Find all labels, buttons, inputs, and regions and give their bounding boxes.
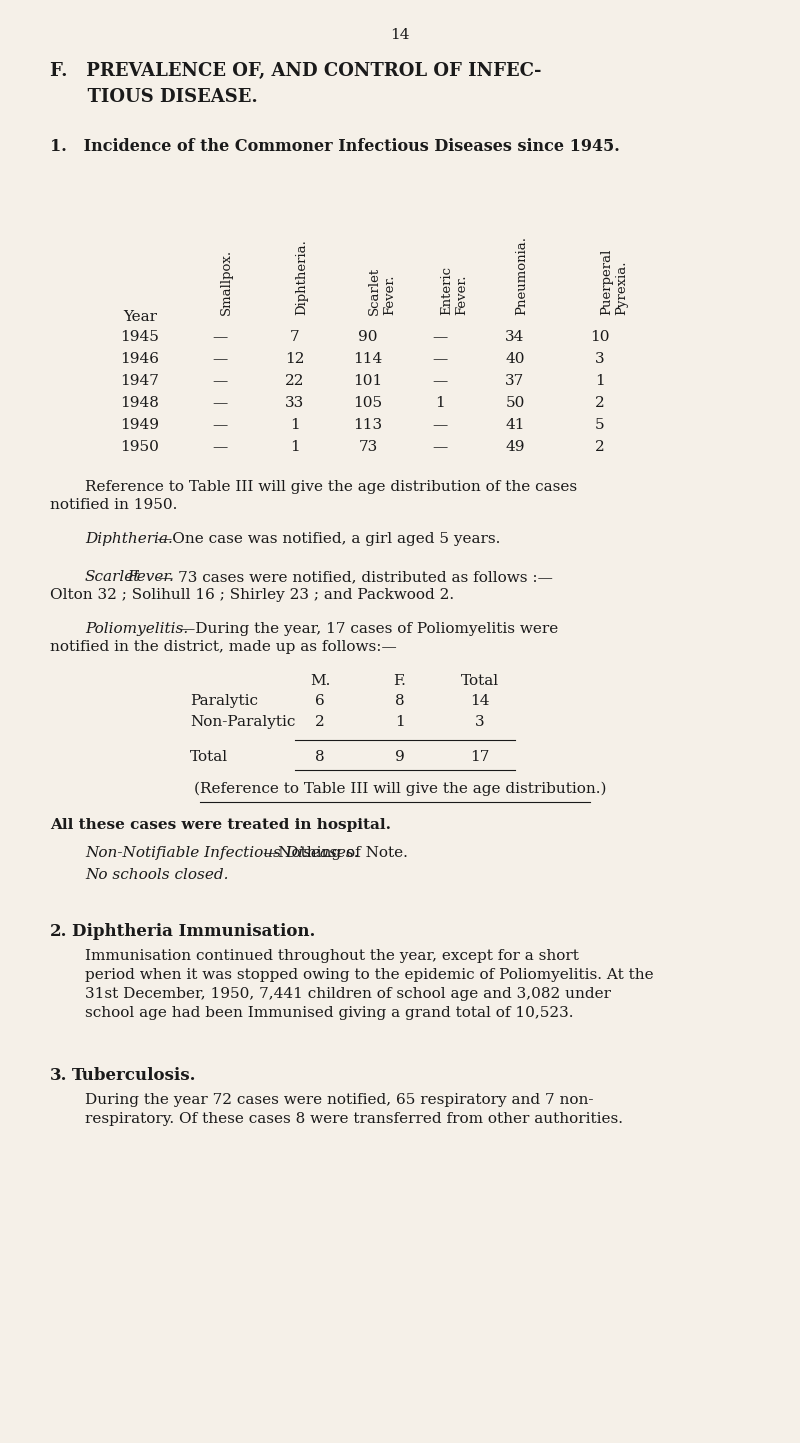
Text: period when it was stopped owing to the epidemic of Poliomyelitis. At the: period when it was stopped owing to the … — [85, 968, 654, 983]
Text: 22: 22 — [286, 374, 305, 388]
Text: Olton 32 ; Solihull 16 ; Shirley 23 ; and Packwood 2.: Olton 32 ; Solihull 16 ; Shirley 23 ; an… — [50, 587, 454, 602]
Text: 50: 50 — [506, 395, 525, 410]
Text: 10: 10 — [590, 330, 610, 343]
Text: Scarlet: Scarlet — [85, 570, 140, 584]
Text: —: — — [432, 418, 448, 431]
Text: 1: 1 — [290, 440, 300, 455]
Text: —: — — [212, 440, 228, 455]
Text: 3: 3 — [595, 352, 605, 367]
Text: 1950: 1950 — [121, 440, 159, 455]
Text: —: — — [212, 374, 228, 388]
Text: respiratory. Of these cases 8 were transferred from other authorities.: respiratory. Of these cases 8 were trans… — [85, 1113, 623, 1126]
Text: 41: 41 — [506, 418, 525, 431]
Text: 1947: 1947 — [121, 374, 159, 388]
Text: 1: 1 — [595, 374, 605, 388]
Text: All these cases were treated in hospital.: All these cases were treated in hospital… — [50, 818, 391, 833]
Text: 1946: 1946 — [121, 352, 159, 367]
Text: —: — — [212, 418, 228, 431]
Text: —: — — [212, 330, 228, 343]
Text: Total: Total — [190, 750, 228, 763]
Text: —: — — [212, 395, 228, 410]
Text: —: — — [432, 330, 448, 343]
Text: —Nothing of Note.: —Nothing of Note. — [263, 846, 408, 860]
Text: 37: 37 — [506, 374, 525, 388]
Text: notified in 1950.: notified in 1950. — [50, 498, 178, 512]
Text: — 73 cases were notified, distributed as follows :—: — 73 cases were notified, distributed as… — [158, 570, 553, 584]
Text: F.: F. — [394, 674, 406, 688]
Text: Diphtheria.: Diphtheria. — [295, 240, 308, 315]
Text: Poliomyelitis.: Poliomyelitis. — [85, 622, 188, 636]
Text: —During the year, 17 cases of Poliomyelitis were: —During the year, 17 cases of Poliomyeli… — [180, 622, 558, 636]
Text: Pneumonia.: Pneumonia. — [515, 237, 528, 315]
Text: Enteric
Fever.: Enteric Fever. — [440, 266, 468, 315]
Text: Smallpox.: Smallpox. — [220, 248, 233, 315]
Text: 1: 1 — [435, 395, 445, 410]
Text: Paralytic: Paralytic — [190, 694, 258, 709]
Text: Fever.: Fever. — [127, 570, 174, 584]
Text: 40: 40 — [506, 352, 525, 367]
Text: Year: Year — [123, 310, 157, 325]
Text: Scarlet
Fever.: Scarlet Fever. — [368, 267, 396, 315]
Text: 3: 3 — [475, 714, 485, 729]
Text: 113: 113 — [354, 418, 382, 431]
Text: TIOUS DISEASE.: TIOUS DISEASE. — [50, 88, 258, 105]
Text: 105: 105 — [354, 395, 382, 410]
Text: school age had been Immunised giving a grand total of 10,523.: school age had been Immunised giving a g… — [85, 1006, 574, 1020]
Text: 114: 114 — [354, 352, 382, 367]
Text: —: — — [432, 352, 448, 367]
Text: (Reference to Table III will give the age distribution.): (Reference to Table III will give the ag… — [194, 782, 606, 797]
Text: 1948: 1948 — [121, 395, 159, 410]
Text: 2.: 2. — [50, 924, 67, 939]
Text: 6: 6 — [315, 694, 325, 709]
Text: 5: 5 — [595, 418, 605, 431]
Text: Diphtheria Immunisation.: Diphtheria Immunisation. — [72, 924, 315, 939]
Text: 14: 14 — [470, 694, 490, 709]
Text: 34: 34 — [506, 330, 525, 343]
Text: —: — — [432, 440, 448, 455]
Text: Non-Notifiable Infectious Diseases.: Non-Notifiable Infectious Diseases. — [85, 846, 358, 860]
Text: F.   PREVALENCE OF, AND CONTROL OF INFEC-: F. PREVALENCE OF, AND CONTROL OF INFEC- — [50, 62, 542, 79]
Text: —: — — [212, 352, 228, 367]
Text: 8: 8 — [315, 750, 325, 763]
Text: 31st December, 1950, 7,441 children of school age and 3,082 under: 31st December, 1950, 7,441 children of s… — [85, 987, 611, 1001]
Text: 3.: 3. — [50, 1066, 67, 1084]
Text: Non-Paralytic: Non-Paralytic — [190, 714, 295, 729]
Text: During the year 72 cases were notified, 65 respiratory and 7 non-: During the year 72 cases were notified, … — [85, 1092, 594, 1107]
Text: Tuberculosis.: Tuberculosis. — [72, 1066, 197, 1084]
Text: 12: 12 — [286, 352, 305, 367]
Text: 9: 9 — [395, 750, 405, 763]
Text: —One case was notified, a girl aged 5 years.: —One case was notified, a girl aged 5 ye… — [157, 532, 500, 545]
Text: Puerperal
Pyrexia.: Puerperal Pyrexia. — [600, 248, 628, 315]
Text: 101: 101 — [354, 374, 382, 388]
Text: 90: 90 — [358, 330, 378, 343]
Text: 1: 1 — [290, 418, 300, 431]
Text: 2: 2 — [595, 440, 605, 455]
Text: Total: Total — [461, 674, 499, 688]
Text: 33: 33 — [286, 395, 305, 410]
Text: 73: 73 — [358, 440, 378, 455]
Text: No schools closed.: No schools closed. — [85, 869, 229, 882]
Text: 2: 2 — [595, 395, 605, 410]
Text: 14: 14 — [390, 27, 410, 42]
Text: 1949: 1949 — [121, 418, 159, 431]
Text: 2: 2 — [315, 714, 325, 729]
Text: notified in the district, made up as follows:—: notified in the district, made up as fol… — [50, 641, 397, 654]
Text: Immunisation continued throughout the year, except for a short: Immunisation continued throughout the ye… — [85, 949, 579, 962]
Text: M.: M. — [310, 674, 330, 688]
Text: 17: 17 — [470, 750, 490, 763]
Text: —: — — [432, 374, 448, 388]
Text: 8: 8 — [395, 694, 405, 709]
Text: 1945: 1945 — [121, 330, 159, 343]
Text: 1.   Incidence of the Commoner Infectious Diseases since 1945.: 1. Incidence of the Commoner Infectious … — [50, 139, 620, 154]
Text: 49: 49 — [506, 440, 525, 455]
Text: 7: 7 — [290, 330, 300, 343]
Text: Reference to Table III will give the age distribution of the cases: Reference to Table III will give the age… — [85, 481, 577, 494]
Text: Diphtheria.: Diphtheria. — [85, 532, 173, 545]
Text: 1: 1 — [395, 714, 405, 729]
